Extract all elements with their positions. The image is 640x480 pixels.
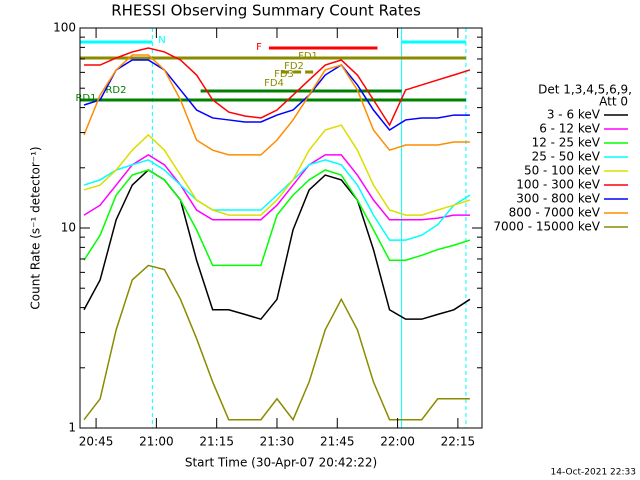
series-line (83, 264, 470, 422)
annotation-label: FD3 (274, 69, 294, 80)
annotation-label: FD4 (264, 78, 284, 89)
annotation-label: FD2 (284, 61, 304, 72)
x-tick-label: 22:00 (380, 435, 415, 449)
legend-label: 300 - 800 keV (516, 192, 600, 206)
series-line (83, 54, 470, 156)
y-axis-label: Count Rate (s⁻¹ detector⁻¹) (29, 146, 43, 309)
series-line (84, 47, 471, 127)
legend-label: 100 - 300 keV (516, 178, 600, 192)
legend-label: 800 - 7000 keV (509, 206, 601, 220)
legend-label: 3 - 6 keV (547, 108, 601, 122)
legend-label: 7000 - 15000 keV (493, 220, 600, 234)
y-tick-label: 100 (53, 21, 76, 35)
legend-label: 50 - 100 keV (524, 164, 601, 178)
legend-label: 12 - 25 keV (532, 136, 601, 150)
annotation-label: RD2 (105, 85, 126, 96)
x-tick-label: 22:15 (441, 435, 476, 449)
x-axis-label: Start Time (30-Apr-07 20:42:22) (185, 456, 377, 470)
x-tick-label: 21:15 (199, 435, 234, 449)
chart-title: RHESSI Observing Summary Count Rates (111, 2, 421, 20)
legend-label: 25 - 50 keV (532, 150, 601, 164)
timestamp: 14-Oct-2021 22:33 (551, 468, 636, 478)
annotation-label: F (256, 42, 262, 53)
annotation-label: N (158, 35, 165, 46)
legend-label: 6 - 12 keV (539, 122, 601, 136)
annotation-label: FD1 (298, 51, 318, 62)
x-tick-label: 20:45 (79, 435, 114, 449)
series-line (83, 59, 470, 131)
x-tick-label: 21:30 (260, 435, 295, 449)
x-tick-label: 21:00 (139, 435, 174, 449)
legend-title: Att 0 (599, 95, 628, 109)
x-tick-label: 21:45 (320, 435, 355, 449)
y-tick-label: 1 (68, 421, 76, 435)
series-line (83, 154, 470, 221)
legend-title: Det 1,3,4,5,6,9, (538, 83, 632, 97)
series-line (83, 169, 471, 267)
annotation-label: RD1 (75, 93, 96, 104)
series-line (83, 124, 471, 216)
series-line (83, 159, 471, 241)
y-tick-label: 10 (61, 221, 76, 235)
